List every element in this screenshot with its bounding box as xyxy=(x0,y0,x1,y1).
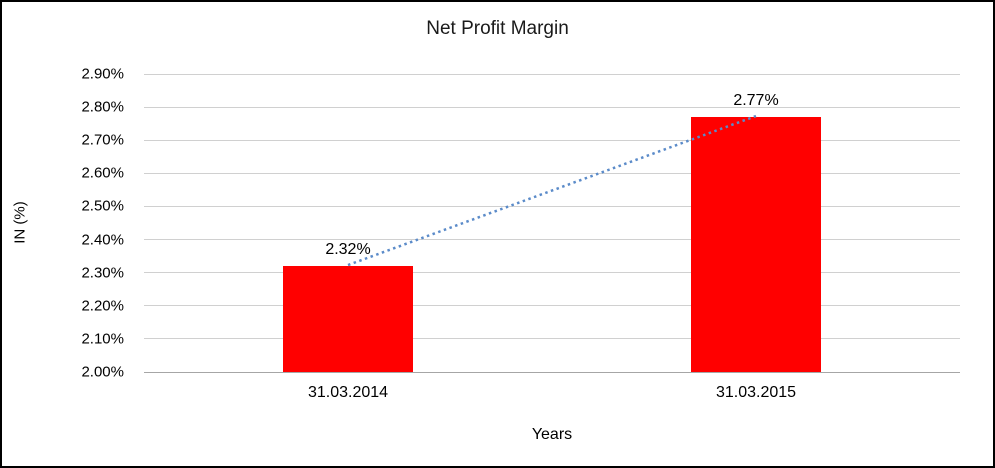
x-axis-title: Years xyxy=(531,426,573,443)
x-axis-tick-labels: 31.03.2014 31.03.2015 xyxy=(144,384,960,406)
gridline xyxy=(144,305,960,307)
y-axis-tick-label: 2.00% xyxy=(81,363,124,381)
bar xyxy=(283,266,413,372)
gridline xyxy=(144,106,960,108)
gridline xyxy=(144,239,960,241)
x-axis-tick-label: 31.03.2015 xyxy=(715,384,797,401)
y-axis-tick-label: 2.10% xyxy=(81,330,124,348)
gridline xyxy=(144,272,960,274)
y-axis-tick-label: 2.80% xyxy=(81,98,124,116)
bar xyxy=(691,117,821,372)
y-axis-tick-label: 2.60% xyxy=(81,164,124,182)
gridline xyxy=(144,172,960,174)
y-axis-tick-label: 2.70% xyxy=(81,131,124,149)
plot-area: 2.32% 2.77% xyxy=(144,73,960,373)
gridline xyxy=(144,338,960,340)
chart-title: Net Profit Margin xyxy=(426,18,569,39)
bar-value-label: 2.32% xyxy=(325,241,371,259)
y-axis-tick-labels: 2.00% 2.10% 2.20% 2.30% 2.40% 2.50% 2.60% 2.70%… xyxy=(2,66,134,381)
y-axis-tick-label: 2.40% xyxy=(81,231,124,249)
gridline xyxy=(144,139,960,141)
x-axis-tick-label: 31.03.2014 xyxy=(307,384,389,401)
y-axis-tick-label: 2.20% xyxy=(81,297,124,315)
gridline xyxy=(144,205,960,207)
trendline xyxy=(347,114,757,267)
y-axis-tick-label: 2.30% xyxy=(81,264,124,282)
gridline xyxy=(144,73,960,75)
y-axis-tick-label: 2.50% xyxy=(81,197,124,215)
y-axis-tick-label: 2.90% xyxy=(81,65,124,83)
bar-value-label: 2.77% xyxy=(733,92,779,110)
